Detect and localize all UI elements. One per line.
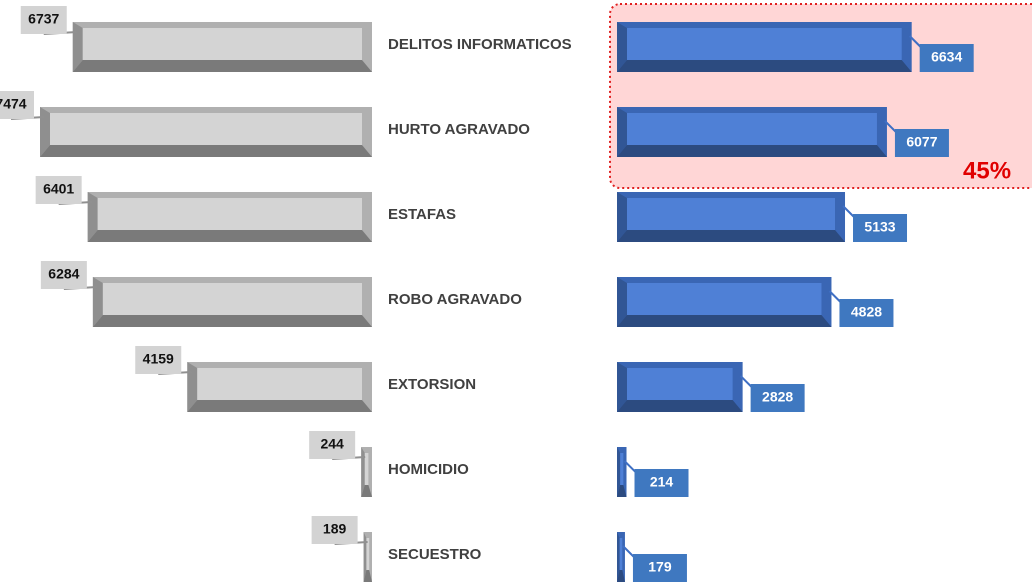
bar-face (102, 283, 362, 315)
category-label: EXTORSION (388, 376, 476, 393)
value-label-box (35, 176, 82, 204)
bar-face (97, 198, 363, 230)
value-label-box (839, 299, 894, 327)
bar-bevel (72, 60, 372, 72)
value-label-box (894, 129, 949, 157)
value-label-box (135, 346, 182, 374)
value-label-box (311, 516, 358, 544)
bar-bevel (617, 22, 627, 72)
bar-face (619, 538, 623, 570)
value-label: 214 (650, 474, 674, 490)
bar-face (627, 113, 877, 145)
value-label-box (750, 384, 805, 412)
category-label: ESTAFAS (388, 206, 456, 223)
bar-bevel (617, 447, 621, 497)
bar-bevel (187, 362, 198, 412)
bar-face (364, 453, 369, 485)
category-label: ROBO AGRAVADO (388, 291, 522, 308)
value-label: 179 (648, 559, 672, 575)
bar-bevel (363, 570, 372, 582)
bar-face (627, 283, 822, 315)
bar-bevel (617, 315, 832, 327)
bar-bevel (363, 532, 367, 582)
bar-bevel (361, 485, 372, 497)
bar-bevel (617, 60, 912, 72)
value-label: 4828 (851, 304, 882, 320)
value-label-box (634, 469, 689, 497)
bar-bevel (87, 230, 373, 242)
bar-face (82, 28, 362, 60)
value-label-box (309, 431, 356, 459)
value-label: 6284 (48, 266, 79, 282)
bar-bevel (40, 145, 372, 157)
value-label: 189 (323, 521, 347, 537)
bar-bevel (361, 447, 365, 497)
value-label: 6737 (28, 11, 59, 27)
bar-bevel (617, 230, 846, 242)
bar-face (50, 113, 362, 145)
bar-bevel (617, 192, 627, 242)
bar-bevel (92, 277, 103, 327)
bar-bevel (617, 145, 887, 157)
value-label: 6401 (43, 181, 74, 197)
bar-face (627, 368, 733, 400)
value-label-box (853, 214, 908, 242)
bar-face (620, 453, 624, 485)
bar-face (366, 538, 370, 570)
category-label: HURTO AGRAVADO (388, 121, 530, 138)
value-label-box (0, 91, 34, 119)
bar-bevel (617, 570, 625, 582)
category-label: SECUESTRO (388, 546, 482, 563)
bar-bevel (617, 362, 627, 412)
bar-face (627, 28, 902, 60)
value-label: 6634 (931, 49, 962, 65)
bar-bevel (72, 22, 83, 72)
bar-bevel (87, 192, 98, 242)
category-label: HOMICIDIO (388, 461, 469, 478)
value-label-box (20, 6, 67, 34)
value-label-box (40, 261, 87, 289)
value-label: 244 (320, 436, 344, 452)
value-label-box (632, 554, 687, 582)
annotation: 45% (963, 157, 1011, 184)
value-label: 6077 (906, 134, 937, 150)
category-label: DELITOS INFORMATICOS (388, 36, 572, 53)
bar-face (627, 198, 836, 230)
value-label: 2828 (762, 389, 793, 405)
bar-face (197, 368, 362, 400)
bar-bevel (187, 400, 372, 412)
value-label: 7474 (0, 96, 27, 112)
bar-bevel (617, 400, 743, 412)
bar-bevel (617, 107, 627, 157)
value-label: 5133 (864, 219, 895, 235)
bar-bevel (617, 532, 620, 582)
bar-bevel (92, 315, 372, 327)
bar-bevel (40, 107, 50, 157)
value-label-box (919, 44, 974, 72)
value-label: 4159 (143, 351, 174, 367)
bar-bevel (617, 277, 627, 327)
